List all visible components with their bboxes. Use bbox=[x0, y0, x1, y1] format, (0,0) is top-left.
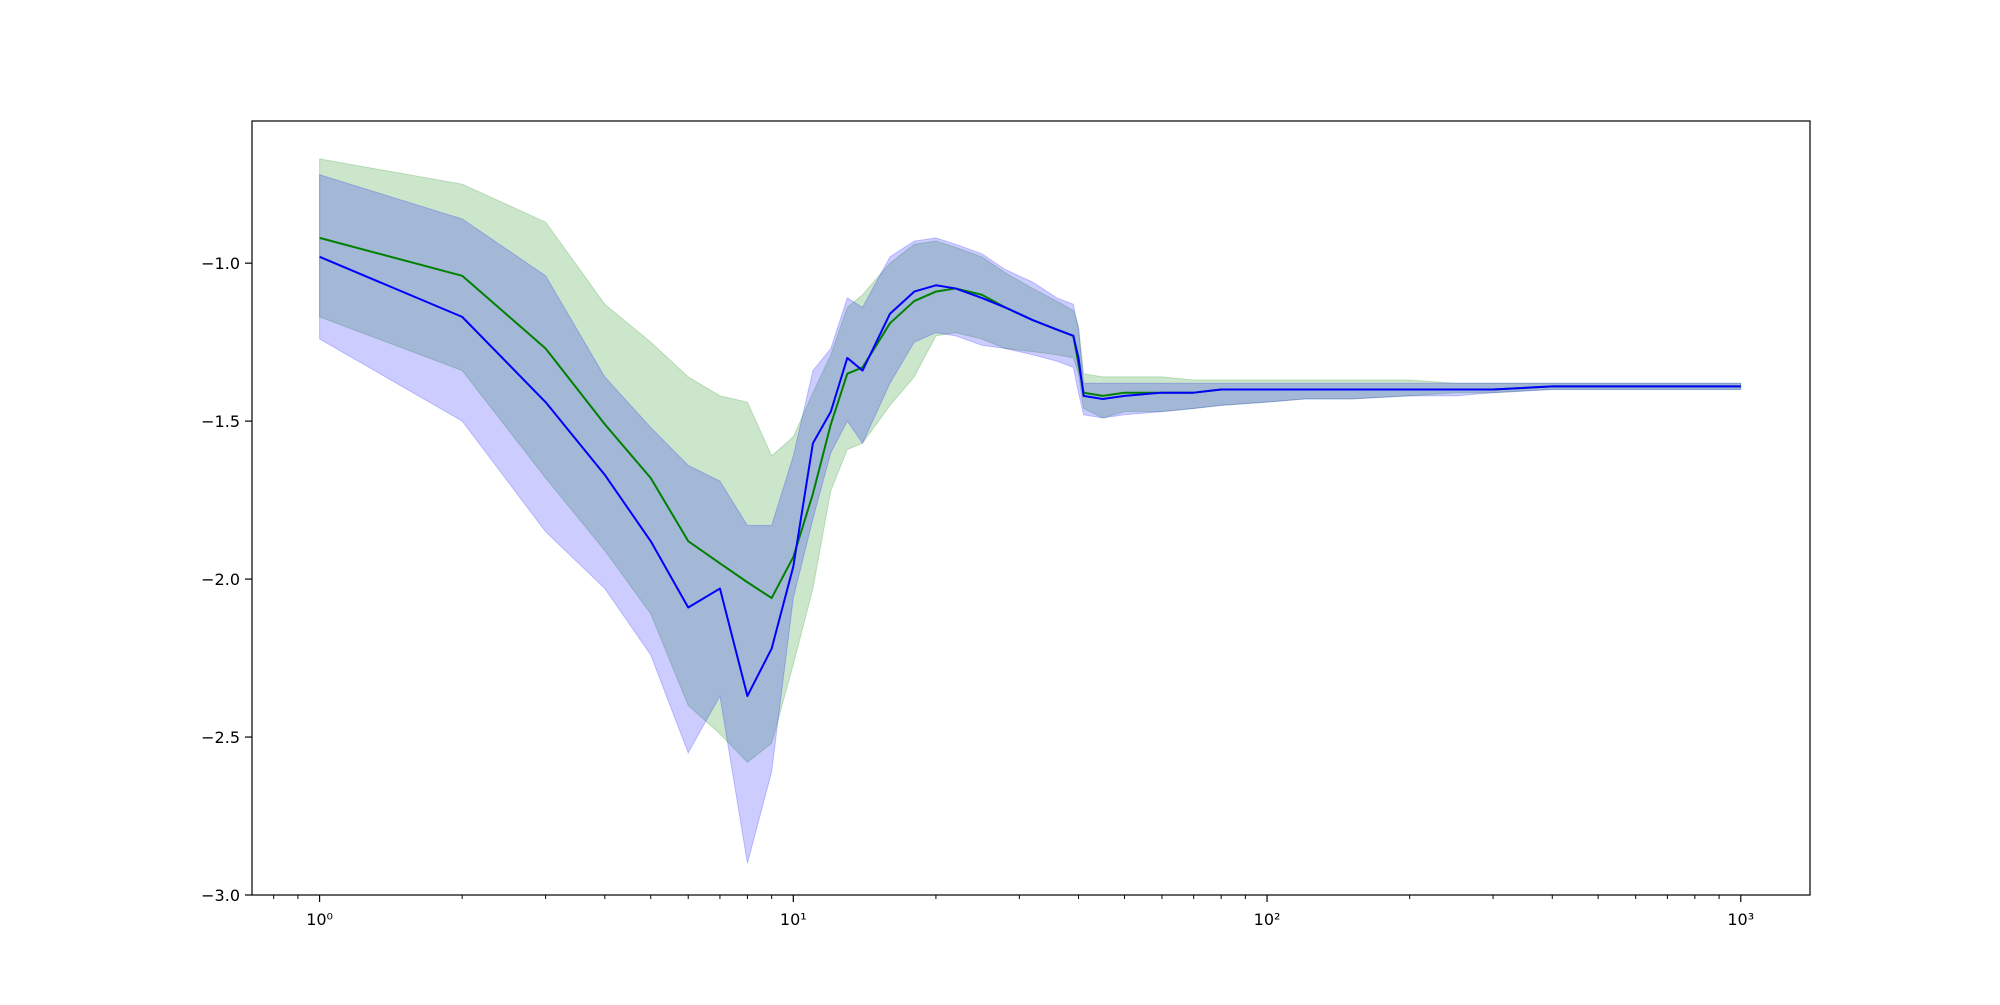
y-tick-label: −2.0 bbox=[201, 570, 240, 589]
series-1-confidence-band bbox=[319, 158, 1742, 763]
y-tick-label: −2.5 bbox=[201, 728, 240, 747]
y-tick-label: −3.0 bbox=[201, 886, 240, 905]
series-2-line bbox=[319, 255, 1741, 697]
lines-layer bbox=[319, 236, 1741, 697]
axes-layer: 10⁰ 10¹ 10² 10³ −1.0 −1.5 −2.0 −2.5 −3.0 bbox=[201, 120, 1811, 929]
x-tick-label: 10⁰ bbox=[306, 910, 333, 929]
x-tick-label: 10³ bbox=[1727, 910, 1754, 929]
series-2-confidence-band bbox=[319, 174, 1742, 864]
y-tick-label: −1.5 bbox=[201, 412, 240, 431]
y-tick-label: −1.0 bbox=[201, 254, 240, 273]
plot-frame bbox=[251, 120, 1811, 896]
bands-layer bbox=[319, 158, 1742, 864]
x-tick-label: 10¹ bbox=[780, 910, 807, 929]
x-tick-label: 10² bbox=[1254, 910, 1281, 929]
